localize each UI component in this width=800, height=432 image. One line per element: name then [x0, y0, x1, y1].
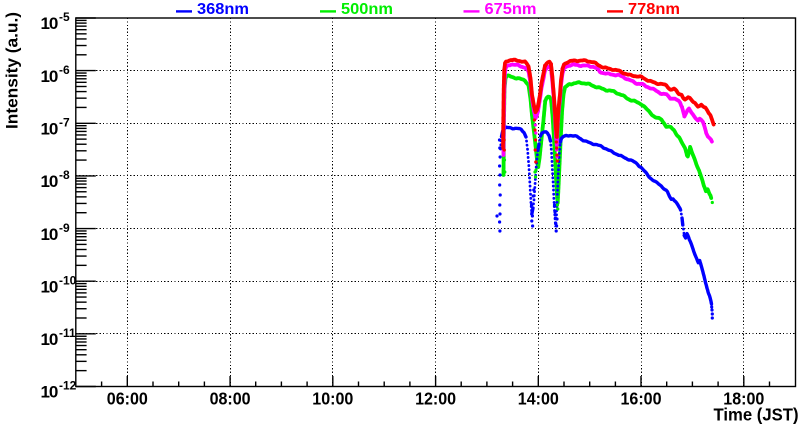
- svg-text:-10: -10: [59, 273, 77, 287]
- svg-text:-8: -8: [59, 168, 70, 182]
- svg-text:14:00: 14:00: [518, 389, 559, 409]
- svg-text:10: 10: [41, 172, 59, 191]
- svg-text:16:00: 16:00: [621, 389, 662, 409]
- svg-text:10: 10: [41, 14, 59, 33]
- svg-text:500nm: 500nm: [341, 1, 393, 18]
- svg-text:10: 10: [41, 225, 59, 244]
- svg-text:10:00: 10:00: [312, 389, 353, 409]
- svg-text:778nm: 778nm: [628, 1, 680, 18]
- svg-text:10: 10: [41, 330, 59, 349]
- svg-text:12:00: 12:00: [415, 389, 456, 409]
- svg-text:-5: -5: [59, 10, 70, 24]
- svg-text:368nm: 368nm: [197, 1, 249, 18]
- svg-text:675nm: 675nm: [485, 1, 537, 18]
- svg-text:-11: -11: [59, 326, 76, 340]
- svg-text:Time (JST): Time (JST): [714, 405, 799, 425]
- svg-text:Intensity (a.u.): Intensity (a.u.): [3, 12, 22, 129]
- svg-text:-12: -12: [59, 379, 77, 393]
- svg-text:10: 10: [41, 383, 59, 402]
- svg-text:06:00: 06:00: [107, 389, 148, 409]
- svg-text:10: 10: [41, 120, 59, 139]
- svg-text:10: 10: [41, 277, 59, 296]
- svg-text:-6: -6: [59, 63, 70, 77]
- svg-text:10: 10: [41, 67, 59, 86]
- svg-text:-9: -9: [59, 221, 70, 235]
- svg-text:08:00: 08:00: [210, 389, 251, 409]
- svg-text:18:00: 18:00: [723, 389, 764, 409]
- svg-text:-7: -7: [59, 116, 70, 130]
